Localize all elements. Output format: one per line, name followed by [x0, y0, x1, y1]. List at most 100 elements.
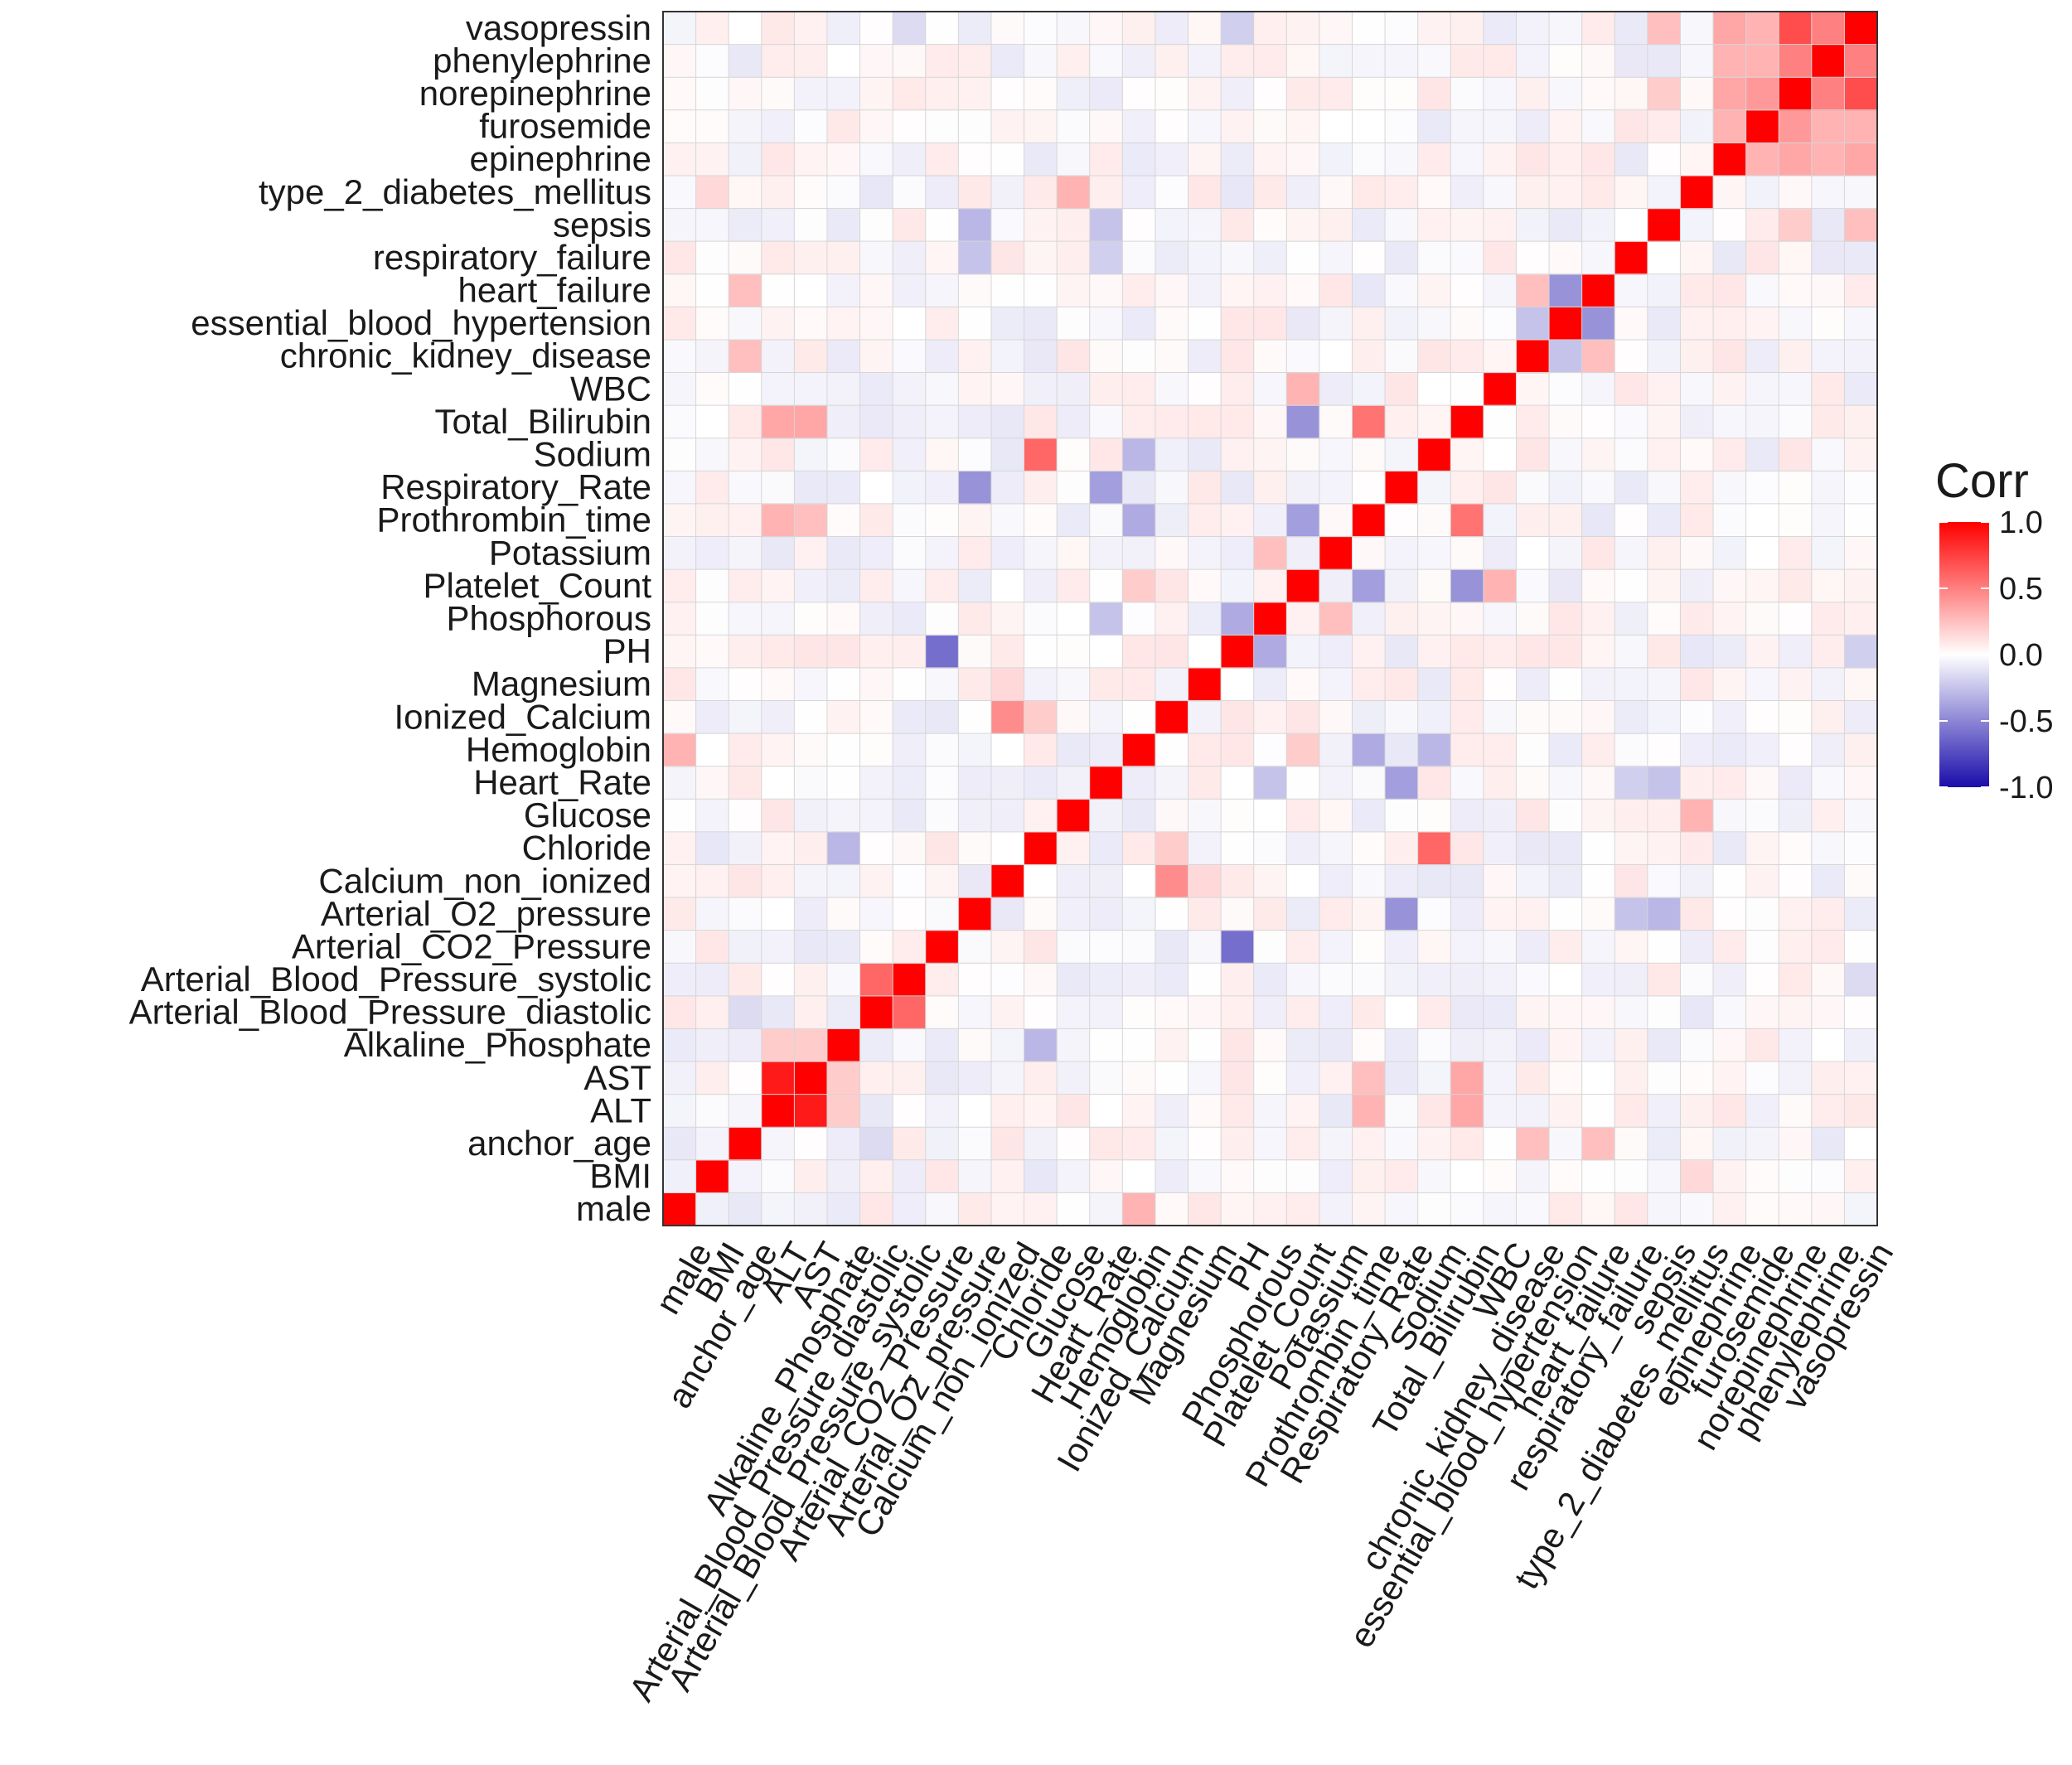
heatmap-cell-Chloride-heart_failure: [1024, 273, 1058, 307]
heatmap-cell-phenylephrine-Chloride: [1811, 831, 1845, 866]
y-tick-label: ALT: [590, 1090, 651, 1129]
heatmap-cell-Magnesium-Arterial_Blood_Pressure_diastolic: [1188, 995, 1222, 1030]
heatmap-cell-norepinephrine-Glucose: [1779, 799, 1813, 833]
heatmap-cell-Platelet_Count-Phosphorous: [1286, 602, 1320, 636]
heatmap-cell-essential_blood_hypertension-male: [1549, 1192, 1583, 1226]
y-tick-label: chronic_kidney_disease: [280, 336, 651, 375]
panel-border: [662, 11, 1878, 1226]
x-axis-tick-labels: maleBMIanchor_ageALTASTAlkaline_Phosphat…: [622, 1236, 1901, 1708]
heatmap-cell-Arterial_Blood_Pressure_systolic-Arterial_O2_pressure: [893, 897, 927, 931]
heatmap-cell-Magnesium-Arterial_CO2_Pressure: [1188, 930, 1222, 964]
y-tick-label: furosemide: [479, 107, 651, 146]
heatmap-cell-Heart_Rate-heart_failure: [1089, 273, 1123, 307]
heatmap-cell-Heart_Rate-Arterial_Blood_Pressure_systolic: [1089, 963, 1123, 997]
heatmap-cell-heart_failure-type_2_diabetes_mellitus: [1581, 175, 1615, 210]
heatmap-cell-Magnesium-phenylephrine: [1188, 44, 1222, 78]
heatmap-cell-Total_Bilirubin-Calcium_non_ionized: [1450, 864, 1484, 898]
heatmap-cell-BMI-Alkaline_Phosphate: [695, 1028, 729, 1062]
heatmap-cell-BMI-essential_blood_hypertension: [695, 307, 729, 341]
heatmap-cell-Prothrombin_time-WBC: [1352, 372, 1386, 406]
heatmap-cell-essential_blood_hypertension-WBC: [1549, 372, 1583, 406]
heatmap-cell-vasopressin-Arterial_CO2_Pressure: [1844, 930, 1878, 964]
heatmap-cell-Hemoglobin-Respiratory_Rate: [1122, 471, 1156, 505]
heatmap-cell-male-Calcium_non_ionized: [663, 864, 697, 898]
heatmap-cell-Hemoglobin-Ionized_Calcium: [1122, 700, 1156, 734]
heatmap-cell-Heart_Rate-Phosphorous: [1089, 602, 1123, 636]
heatmap-cell-PH-Magnesium: [1221, 667, 1255, 702]
heatmap-cell-Total_Bilirubin-epinephrine: [1450, 143, 1484, 176]
heatmap-cell-chronic_kidney_disease-Hemoglobin: [1516, 733, 1550, 767]
heatmap-cell-Calcium_non_ionized-Magnesium: [990, 667, 1025, 702]
heatmap-cell-norepinephrine-Hemoglobin: [1779, 733, 1813, 767]
heatmap-cell-furosemide-Ionized_Calcium: [1745, 700, 1779, 734]
heatmap-cell-vasopressin-Glucose: [1844, 799, 1878, 833]
heatmap-cell-vasopressin-chronic_kidney_disease: [1844, 339, 1878, 374]
heatmap-cell-Ionized_Calcium-Arterial_Blood_Pressure_diastolic: [1155, 995, 1189, 1030]
heatmap-cell-Hemoglobin-male: [1122, 1192, 1156, 1226]
heatmap-cell-phenylephrine-male: [1811, 1192, 1845, 1226]
heatmap-cell-Arterial_O2_pressure-Calcium_non_ionized: [958, 864, 992, 898]
heatmap-cell-Platelet_Count-AST: [1286, 1061, 1320, 1095]
heatmap-cell-Platelet_Count-Respiratory_Rate: [1286, 471, 1320, 505]
heatmap-cell-Glucose-BMI: [1057, 1159, 1091, 1193]
heatmap-cell-WBC-type_2_diabetes_mellitus: [1483, 175, 1518, 210]
heatmap-cell-Prothrombin_time-PH: [1352, 635, 1386, 669]
heatmap-cell-PH-Alkaline_Phosphate: [1221, 1028, 1255, 1062]
heatmap-cell-Hemoglobin-Sodium: [1122, 438, 1156, 471]
heatmap-cell-Arterial_Blood_Pressure_diastolic-vasopressin: [859, 12, 893, 46]
heatmap-cell-BMI-phenylephrine: [695, 44, 729, 78]
heatmap-cell-respiratory_failure-heart_failure: [1615, 273, 1648, 307]
legend-tick-label: -1.0: [1999, 771, 2053, 805]
heatmap-cell-male-male: [663, 1192, 697, 1226]
heatmap-cell-phenylephrine-Arterial_Blood_Pressure_systolic: [1811, 963, 1845, 997]
heatmap-cell-Sodium-Potassium: [1417, 536, 1451, 570]
heatmap-cell-vasopressin-Ionized_Calcium: [1844, 700, 1878, 734]
heatmap-cell-Hemoglobin-AST: [1122, 1061, 1156, 1095]
heatmap-cell-Respiratory_Rate-Glucose: [1385, 799, 1419, 833]
heatmap-cell-furosemide-AST: [1745, 1061, 1779, 1095]
heatmap-cell-AST-AST: [794, 1061, 828, 1095]
heatmap-cell-Arterial_Blood_Pressure_diastolic-essential_blood_hypertension: [859, 307, 893, 341]
heatmap-cell-ALT-furosemide: [761, 109, 795, 143]
heatmap-cell-Arterial_CO2_Pressure-Alkaline_Phosphate: [925, 1028, 959, 1062]
heatmap-cell-vasopressin-WBC: [1844, 372, 1878, 406]
heatmap-cell-anchor_age-anchor_age: [729, 1127, 762, 1161]
heatmap-cell-Prothrombin_time-Heart_Rate: [1352, 766, 1386, 800]
heatmap-cell-Sodium-anchor_age: [1417, 1127, 1451, 1161]
heatmap-cell-Calcium_non_ionized-anchor_age: [990, 1127, 1025, 1161]
heatmap-cell-Chloride-chronic_kidney_disease: [1024, 339, 1058, 374]
heatmap-cell-ALT-Arterial_O2_pressure: [761, 897, 795, 931]
heatmap-cell-Arterial_Blood_Pressure_diastolic-Arterial_O2_pressure: [859, 897, 893, 931]
heatmap-cell-PH-Arterial_Blood_Pressure_systolic: [1221, 963, 1255, 997]
heatmap-cell-Heart_Rate-Platelet_Count: [1089, 569, 1123, 603]
heatmap-cell-Calcium_non_ionized-Hemoglobin: [990, 733, 1025, 767]
heatmap-cell-Calcium_non_ionized-furosemide: [990, 109, 1025, 143]
heatmap-cell-PH-Ionized_Calcium: [1221, 700, 1255, 734]
heatmap-cell-Potassium-Arterial_Blood_Pressure_diastolic: [1319, 995, 1353, 1030]
heatmap-cell-type_2_diabetes_mellitus-respiratory_failure: [1680, 241, 1714, 275]
heatmap-cell-Arterial_Blood_Pressure_systolic-furosemide: [893, 109, 927, 143]
heatmap-cell-respiratory_failure-Heart_Rate: [1615, 766, 1648, 800]
heatmap-cell-Sodium-Prothrombin_time: [1417, 503, 1451, 538]
heatmap-cell-BMI-heart_failure: [695, 273, 729, 307]
heatmap-cell-AST-ALT: [794, 1094, 828, 1128]
heatmap-cell-Arterial_CO2_Pressure-Ionized_Calcium: [925, 700, 959, 734]
heatmap-cell-WBC-Calcium_non_ionized: [1483, 864, 1518, 898]
heatmap-cell-type_2_diabetes_mellitus-Chloride: [1680, 831, 1714, 866]
heatmap-cell-Heart_Rate-AST: [1089, 1061, 1123, 1095]
heatmap-cell-Arterial_CO2_Pressure-type_2_diabetes_mellitus: [925, 175, 959, 210]
heatmap-cell-BMI-vasopressin: [695, 12, 729, 46]
heatmap-cell-Arterial_CO2_Pressure-Arterial_O2_pressure: [925, 897, 959, 931]
heatmap-cell-Sodium-Arterial_CO2_Pressure: [1417, 930, 1451, 964]
heatmap-cell-WBC-sepsis: [1483, 208, 1518, 242]
heatmap-cell-AST-Alkaline_Phosphate: [794, 1028, 828, 1062]
heatmap-cell-Prothrombin_time-Arterial_Blood_Pressure_systolic: [1352, 963, 1386, 997]
heatmap-cell-Magnesium-chronic_kidney_disease: [1188, 339, 1222, 374]
heatmap-cell-anchor_age-essential_blood_hypertension: [729, 307, 762, 341]
heatmap-cell-Magnesium-Total_Bilirubin: [1188, 405, 1222, 439]
heatmap-cell-Chloride-Calcium_non_ionized: [1024, 864, 1058, 898]
heatmap-cell-Prothrombin_time-Respiratory_Rate: [1352, 471, 1386, 505]
heatmap-cell-Sodium-type_2_diabetes_mellitus: [1417, 175, 1451, 210]
heatmap-cell-Arterial_O2_pressure-Arterial_CO2_Pressure: [958, 930, 992, 964]
heatmap-cell-heart_failure-Arterial_CO2_Pressure: [1581, 930, 1615, 964]
